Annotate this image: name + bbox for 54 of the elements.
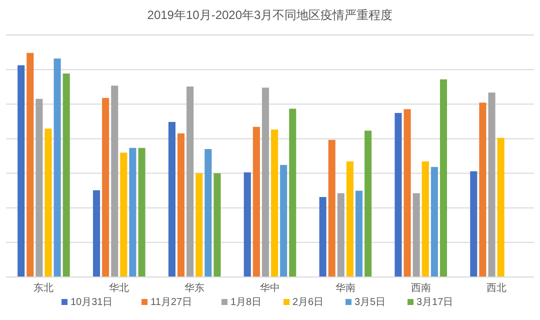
legend-label: 1月8日 xyxy=(230,297,262,308)
bar xyxy=(36,98,43,277)
bar xyxy=(92,190,100,277)
bar xyxy=(138,148,146,277)
bar xyxy=(479,102,486,277)
bar xyxy=(289,108,296,277)
bar xyxy=(271,130,278,277)
bar xyxy=(62,74,70,277)
bar xyxy=(412,193,420,277)
bar xyxy=(186,86,194,277)
bar xyxy=(337,193,344,277)
bar xyxy=(440,79,448,277)
legend-label: 11月27日 xyxy=(150,297,192,308)
bar xyxy=(54,58,61,277)
bar xyxy=(262,88,269,277)
bar xyxy=(422,161,429,277)
x-tick-label: 华中 xyxy=(260,282,280,294)
bar xyxy=(102,98,110,277)
bar xyxy=(497,138,504,277)
legend-label: 10月31日 xyxy=(70,297,113,308)
legend-label: 2月6日 xyxy=(292,297,324,308)
legend-label: 3月17日 xyxy=(416,297,454,308)
bar xyxy=(430,166,438,277)
bar xyxy=(319,197,326,277)
bar xyxy=(280,164,288,277)
bar xyxy=(346,161,354,277)
x-tick-label: 华南 xyxy=(335,282,356,294)
bar xyxy=(328,140,336,277)
bar xyxy=(252,126,260,277)
bar xyxy=(355,190,363,277)
bar xyxy=(244,172,251,277)
bar xyxy=(196,173,203,277)
bar xyxy=(168,122,176,277)
bar xyxy=(120,152,128,277)
x-tick-label: 华东 xyxy=(184,282,205,294)
x-tick-label: 东北 xyxy=(34,282,54,294)
x-tick-label: 华北 xyxy=(109,282,130,294)
bar xyxy=(129,148,136,277)
bar xyxy=(470,171,478,277)
x-tick-label: 西北 xyxy=(486,282,506,294)
bar xyxy=(488,92,496,277)
bar xyxy=(111,86,118,277)
bar xyxy=(394,112,402,277)
bar xyxy=(364,130,372,277)
bar xyxy=(404,109,411,277)
bar xyxy=(44,128,52,277)
bar xyxy=(214,173,221,277)
bar xyxy=(18,65,25,277)
x-tick-label: 西南 xyxy=(410,282,431,294)
chart-title: 2019年10月-2020年3月不同地区疫情严重程度 xyxy=(147,8,393,22)
bar xyxy=(204,149,212,277)
legend-label: 3月5日 xyxy=(354,297,386,308)
bar xyxy=(26,52,34,277)
bar xyxy=(177,133,185,277)
